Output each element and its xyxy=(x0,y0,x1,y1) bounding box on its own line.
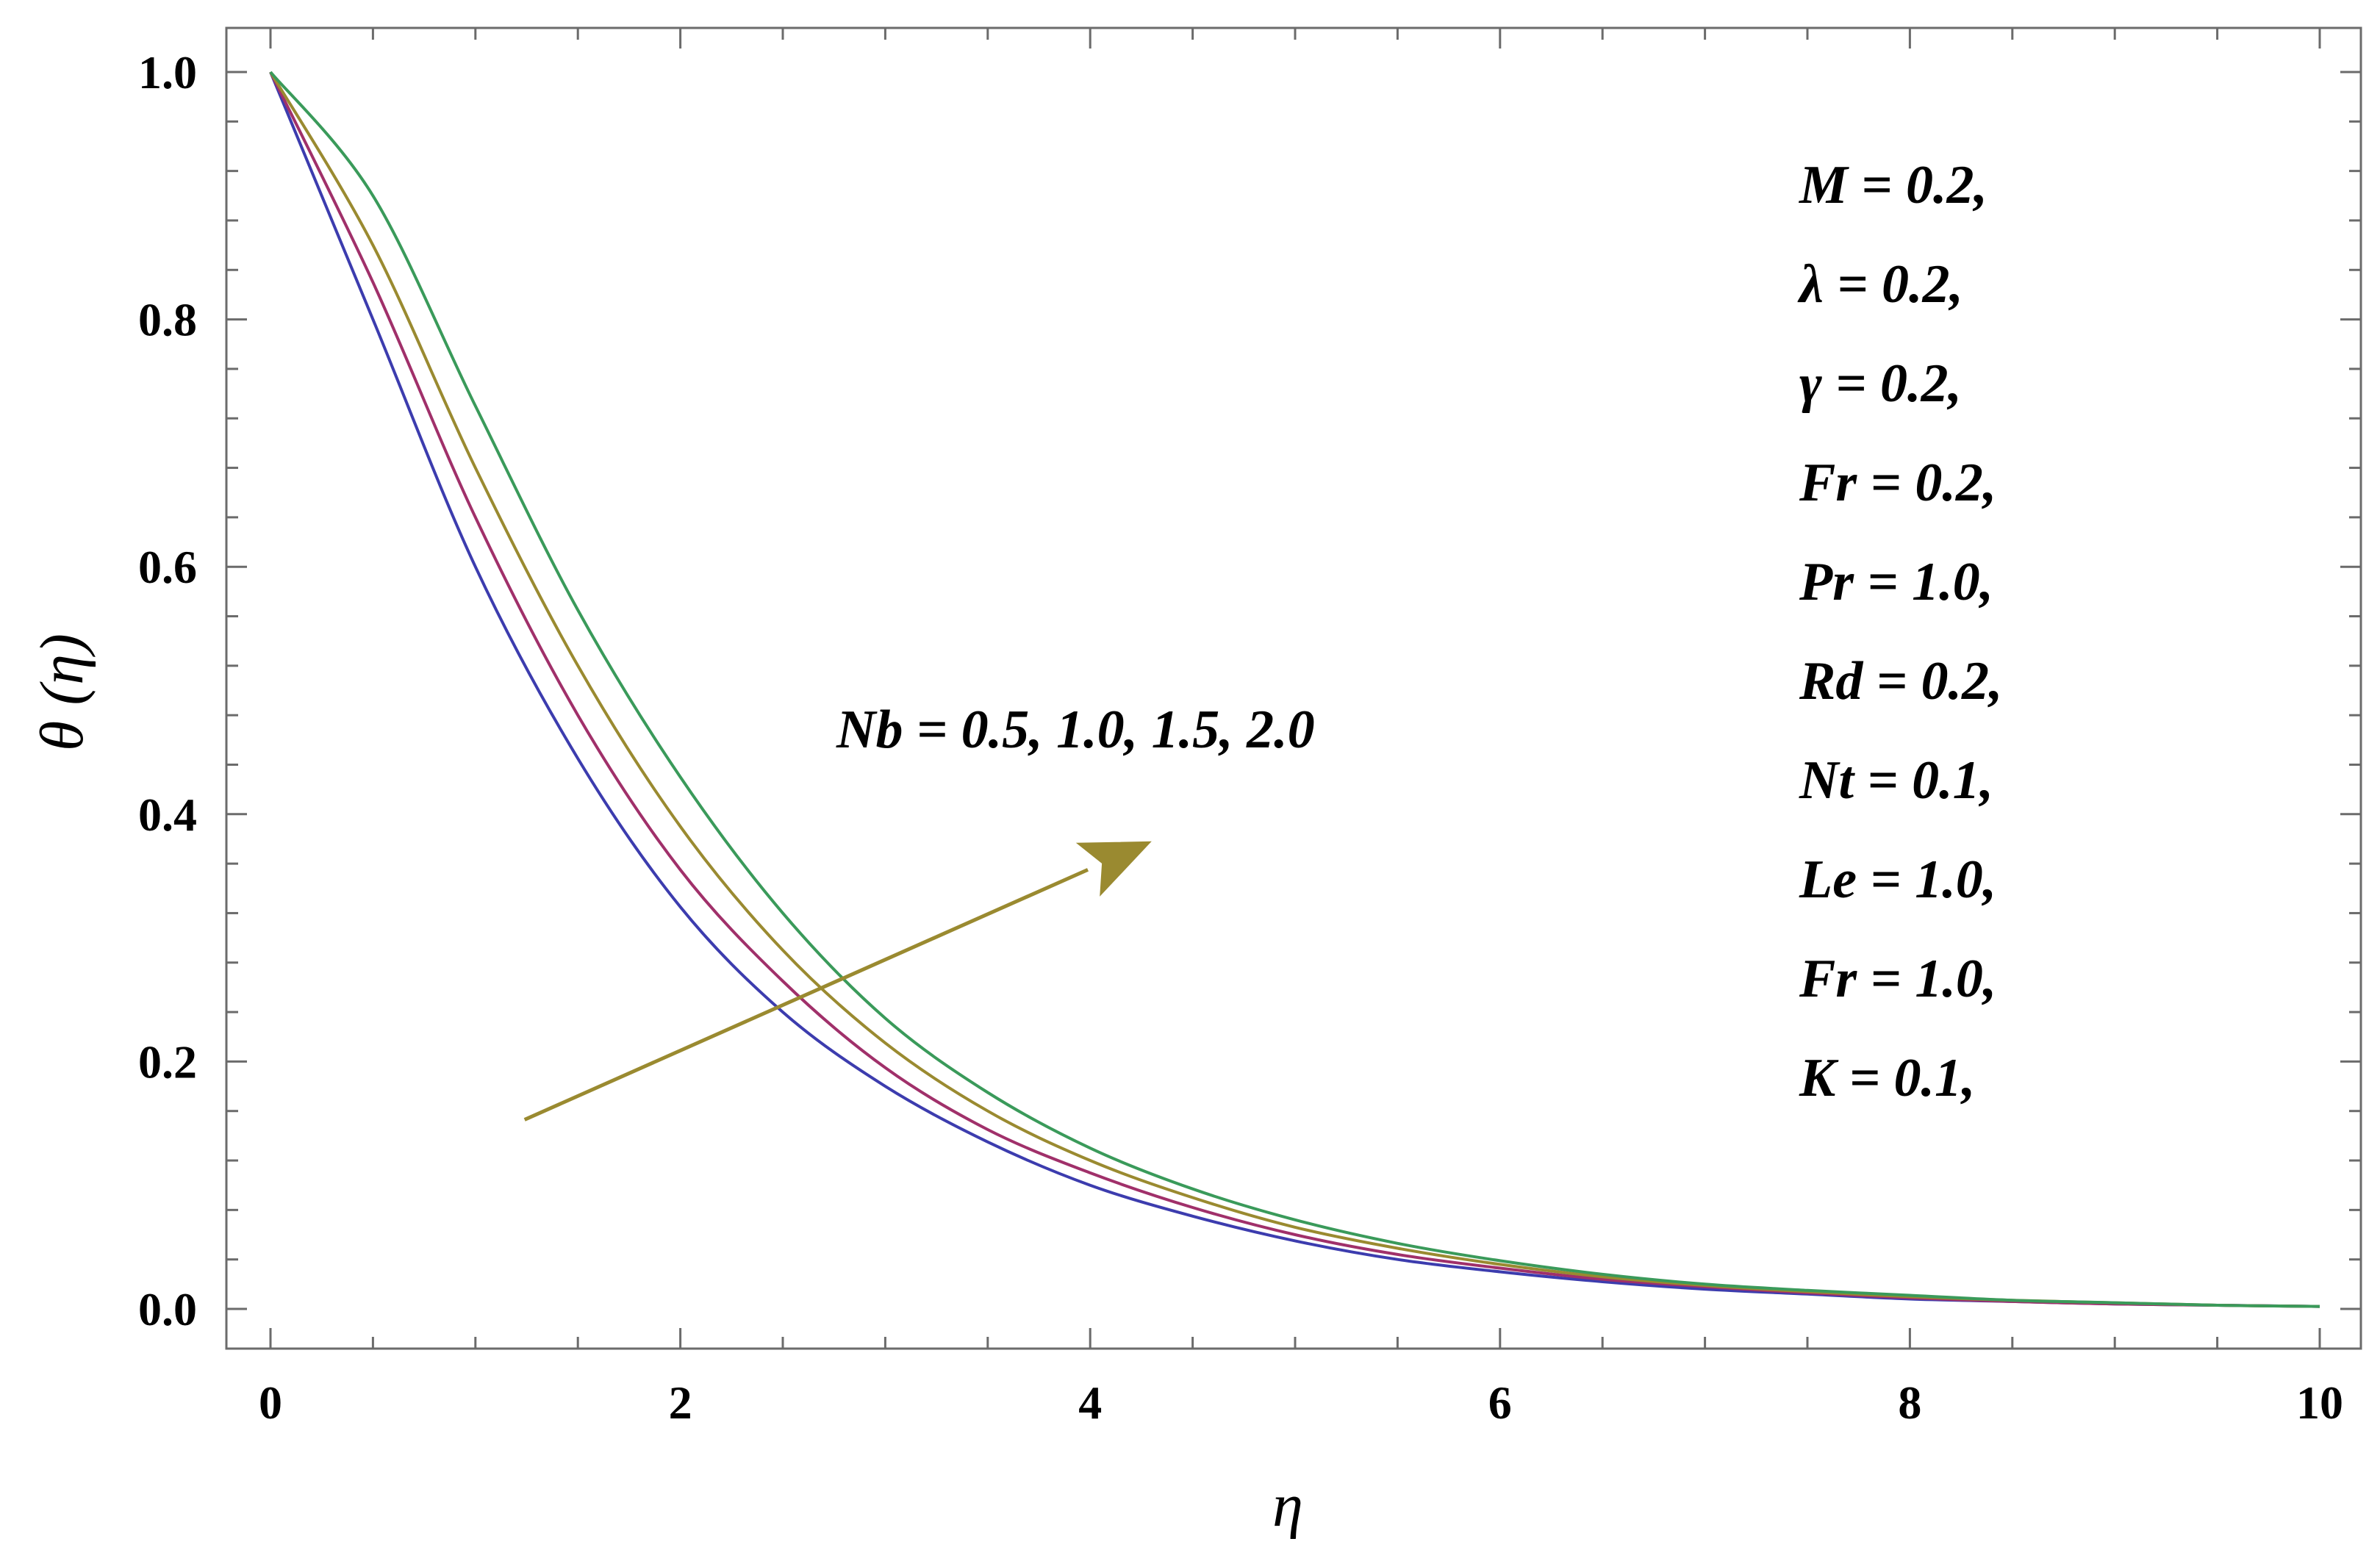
param-pr: Pr = 1.0, xyxy=(1799,552,1993,612)
y-tick-label: 0.2 xyxy=(138,1036,197,1088)
param-fr-1: Fr = 0.2, xyxy=(1799,453,1996,513)
param-gamma: γ = 0.2, xyxy=(1799,354,1962,414)
y-axis-title: θ (η) xyxy=(28,634,96,751)
param-fr-2: Fr = 1.0, xyxy=(1799,949,1996,1009)
y-tick-label: 0.0 xyxy=(138,1283,197,1335)
series-line-4 xyxy=(269,71,2320,1308)
axis-ticks xyxy=(226,28,2361,1349)
parameter-list: M = 0.2, λ = 0.2, γ = 0.2, Fr = 0.2, Pr … xyxy=(1797,155,2003,1108)
x-tick-label: 10 xyxy=(2296,1377,2343,1429)
y-tick-label: 1.0 xyxy=(138,46,197,98)
y-tick-label: 0.6 xyxy=(138,541,197,593)
x-axis-title: η xyxy=(1272,1471,1303,1540)
series-line-2 xyxy=(269,71,2320,1308)
param-le: Le = 1.0, xyxy=(1799,850,1996,910)
x-tick-labels: 0 2 4 6 8 10 xyxy=(259,1377,2343,1429)
y-tick-labels: 0.0 0.2 0.4 0.6 0.8 1.0 xyxy=(138,46,197,1335)
nb-direction-arrow xyxy=(523,841,1152,1122)
series-line-1 xyxy=(269,71,2320,1308)
arrow-head xyxy=(1075,841,1152,897)
plot-frame xyxy=(225,26,2362,1350)
param-rd: Rd = 0.2, xyxy=(1799,651,2003,711)
y-tick-label: 0.4 xyxy=(138,789,197,841)
x-tick-label: 6 xyxy=(1488,1377,1512,1429)
arrow-shaft xyxy=(523,868,1089,1122)
series-line-3 xyxy=(269,71,2320,1308)
x-tick-label: 4 xyxy=(1078,1377,1102,1429)
x-tick-label: 0 xyxy=(259,1377,282,1429)
x-tick-label: 8 xyxy=(1898,1377,1921,1429)
param-nt: Nt = 0.1, xyxy=(1799,750,1993,811)
param-lambda: λ = 0.2, xyxy=(1797,254,1963,315)
nb-annotation: Nb = 0.5, 1.0, 1.5, 2.0 xyxy=(836,700,1315,760)
series-lines xyxy=(269,71,2320,1308)
param-k: K = 0.1, xyxy=(1799,1048,1976,1108)
param-m: M = 0.2, xyxy=(1799,155,1987,215)
y-tick-label: 0.8 xyxy=(138,294,197,346)
x-tick-label: 2 xyxy=(669,1377,692,1429)
